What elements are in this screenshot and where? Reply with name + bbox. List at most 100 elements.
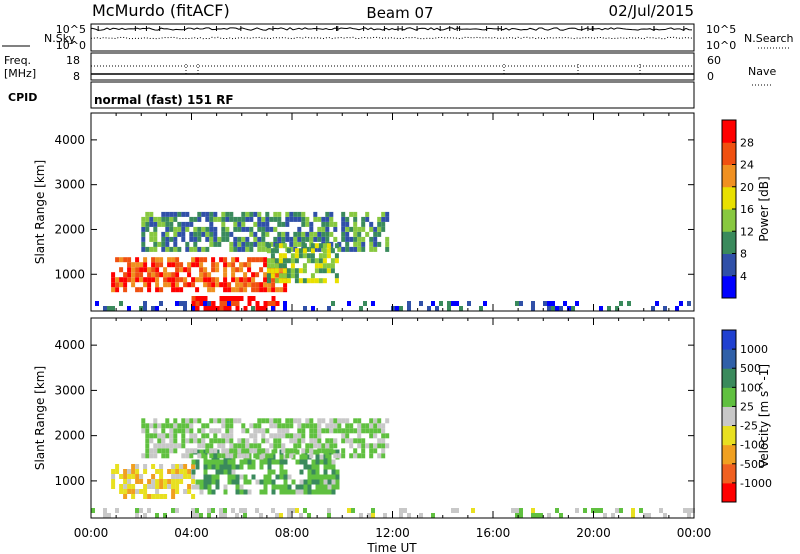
data-cell [145, 211, 150, 217]
data-cell [279, 464, 284, 470]
data-cell [155, 306, 159, 311]
data-cell [325, 428, 330, 434]
data-cell [369, 246, 374, 252]
data-cell [299, 459, 304, 465]
data-cell [201, 438, 206, 444]
data-cell [175, 287, 180, 293]
data-cell [147, 287, 152, 293]
data-cell [269, 453, 274, 459]
data-cell [221, 236, 226, 242]
data-cell [235, 489, 240, 495]
data-cell [233, 448, 238, 454]
data-cell [298, 268, 303, 274]
data-cell [209, 453, 214, 459]
data-cell [323, 474, 328, 480]
data-cell [207, 479, 212, 485]
data-cell [327, 484, 332, 490]
data-cell [341, 428, 346, 434]
data-cell [267, 301, 272, 306]
data-cell [303, 454, 308, 460]
data-cell [207, 474, 212, 480]
data-cell [333, 226, 338, 232]
data-cell [271, 479, 276, 485]
data-cell [299, 484, 304, 490]
data-cell [289, 216, 294, 222]
data-cell [163, 277, 168, 283]
data-cell [191, 459, 196, 465]
data-cell [239, 459, 244, 465]
data-cell [217, 216, 222, 222]
nave-tick-bottom: 0 [707, 70, 714, 83]
data-cell [217, 443, 222, 449]
data-cell [213, 448, 218, 454]
data-cell [631, 508, 635, 513]
data-cell [127, 489, 132, 494]
colorbar-segment [722, 142, 736, 165]
data-cell [225, 448, 230, 454]
data-cell [310, 258, 315, 264]
data-cell [239, 508, 243, 513]
data-cell [369, 448, 374, 454]
data-cell [165, 236, 170, 242]
data-cell [103, 508, 107, 513]
data-cell [271, 454, 276, 460]
data-cell [361, 438, 366, 444]
data-cell [123, 272, 128, 278]
data-cell [155, 272, 160, 278]
data-cell [197, 211, 202, 217]
data-cell [161, 428, 166, 434]
data-cell [271, 459, 276, 465]
data-cell [123, 474, 128, 479]
data-cell [431, 513, 435, 518]
data-cell [139, 287, 144, 293]
data-cell [363, 301, 367, 306]
data-cell [253, 221, 258, 227]
data-cell [311, 459, 316, 465]
data-cell [290, 273, 295, 279]
data-cell [326, 248, 331, 254]
data-cell [257, 418, 262, 424]
data-cell [175, 479, 180, 484]
data-cell [325, 438, 330, 444]
data-cell [153, 443, 158, 449]
data-cell [197, 216, 202, 222]
data-cell [277, 236, 282, 242]
colorbar-tick-label: 16 [740, 203, 754, 216]
data-cell [373, 231, 378, 237]
data-cell [575, 301, 579, 306]
data-cell [143, 257, 148, 263]
data-cell [283, 474, 288, 480]
data-cell [290, 268, 295, 274]
data-cell [271, 306, 275, 311]
data-cell [223, 262, 228, 268]
data-cell [217, 438, 222, 444]
colorbar-segment [722, 349, 736, 369]
data-cell [349, 226, 354, 232]
data-cell [123, 257, 128, 263]
data-cell [161, 453, 166, 459]
colorbar-segment [722, 406, 736, 427]
data-cell [231, 469, 236, 475]
data-cell [293, 418, 298, 424]
data-cell [323, 489, 328, 495]
data-cell [255, 301, 260, 306]
data-cell [159, 464, 164, 469]
data-cell [419, 513, 423, 518]
data-cell [315, 484, 320, 490]
data-cell [147, 484, 152, 489]
data-cell [319, 489, 324, 495]
data-cell [245, 226, 250, 232]
data-cell [237, 246, 242, 252]
data-cell [289, 236, 294, 242]
data-cell [341, 246, 346, 252]
data-cell [209, 448, 214, 454]
data-cell [269, 216, 274, 222]
data-cell [169, 246, 174, 252]
data-cell [303, 459, 308, 465]
data-cell [315, 479, 320, 485]
data-cell [283, 282, 288, 288]
data-cell [153, 433, 158, 439]
data-cell [323, 469, 328, 475]
data-cell [145, 221, 150, 227]
data-cell [169, 226, 174, 232]
